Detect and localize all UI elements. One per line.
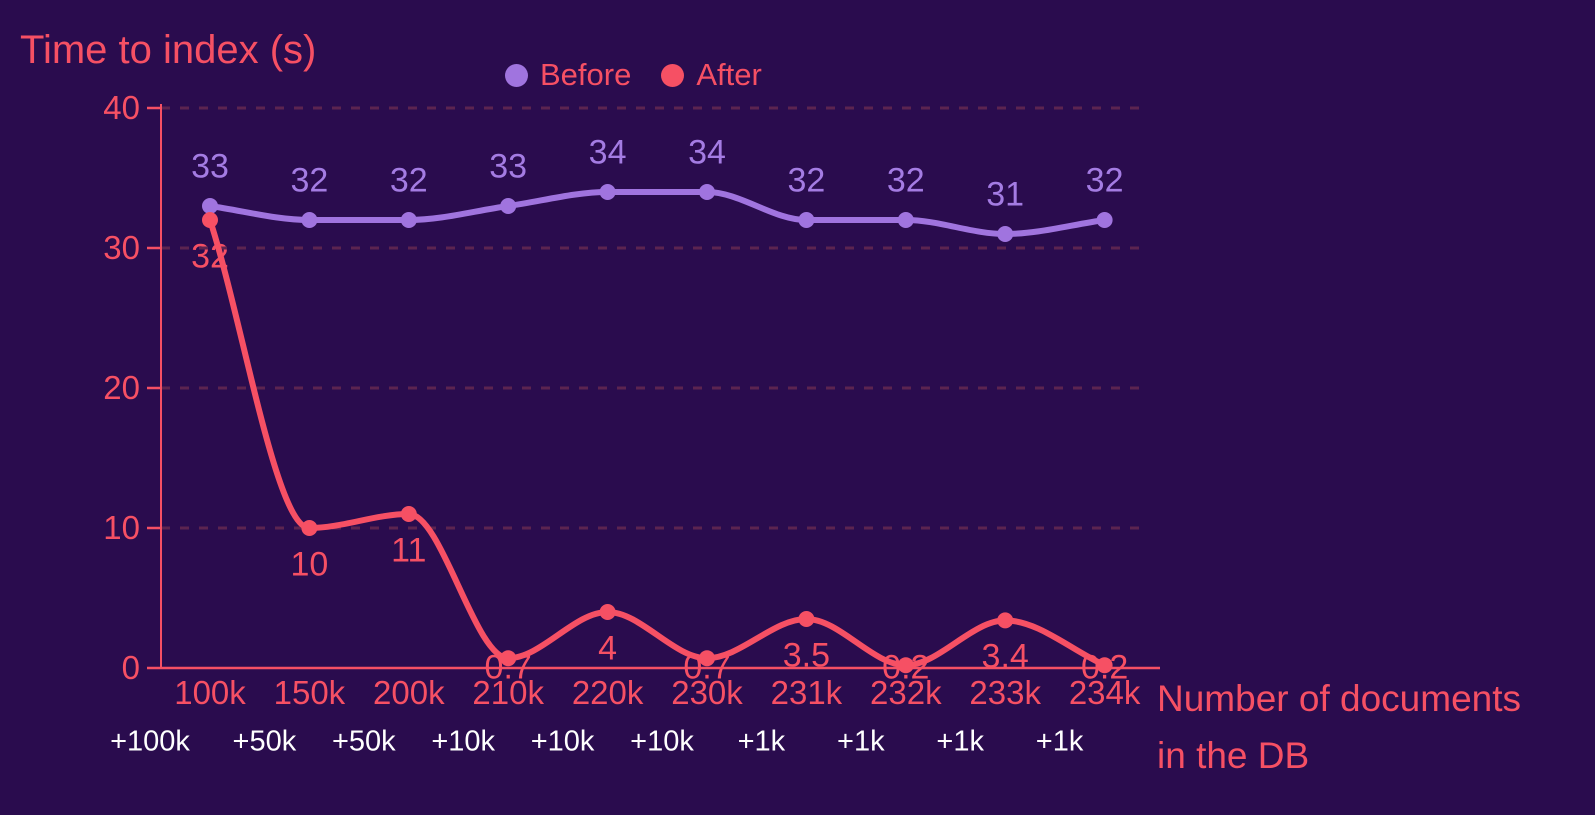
increment-label-4: +10k: [530, 725, 595, 758]
increment-label-8: +1k: [936, 725, 984, 758]
y-tick-label-10: 10: [103, 509, 140, 546]
legend-dot-after-icon: [661, 63, 685, 87]
value-label-before-100k: 33: [191, 147, 229, 186]
value-label-before-220k: 34: [588, 133, 627, 172]
x-tick-label-234k: 234k: [1068, 674, 1141, 711]
value-label-after-232k: 0.2: [882, 648, 930, 687]
value-label-after-220k: 4: [598, 629, 618, 668]
value-label-after-200k: 11: [391, 531, 427, 570]
value-label-after-233k: 3.4: [981, 637, 1029, 676]
value-label-before-150k: 32: [290, 161, 329, 200]
x-axis-title-line2: in the DB: [1157, 735, 1310, 776]
value-label-after-231k: 3.5: [782, 636, 831, 675]
value-label-before-210k: 33: [489, 147, 528, 186]
x-axis-title: Number of documents in the DB: [1157, 670, 1521, 784]
x-tick-label-230k: 230k: [671, 674, 743, 711]
x-tick-label-232k: 232k: [870, 674, 942, 711]
legend-label-after: After: [696, 57, 762, 92]
increment-label-0: +100k: [110, 725, 190, 758]
x-tick-label-210k: 210k: [472, 674, 544, 711]
y-tick-label-0: 0: [121, 649, 140, 686]
x-tick-label-150k: 150k: [273, 674, 346, 711]
value-label-after-234k: 0.2: [1080, 648, 1129, 687]
increment-label-7: +1k: [837, 725, 885, 758]
increment-label-3: +10k: [431, 725, 496, 758]
increment-label-5: +10k: [630, 725, 694, 758]
value-label-before-200k: 32: [389, 161, 428, 200]
x-axis-title-line1: Number of documents: [1157, 678, 1522, 719]
legend: Before After: [505, 57, 762, 93]
y-tick-label-40: 40: [103, 89, 140, 126]
value-label-before-234k: 32: [1085, 161, 1124, 200]
increment-label-6: +1k: [737, 725, 786, 758]
value-label-after-230k: 0.7: [683, 648, 731, 687]
legend-item-before: Before: [505, 57, 631, 93]
x-tick-label-233k: 233k: [969, 674, 1041, 711]
increment-label-1: +50k: [232, 725, 297, 758]
value-label-before-231k: 32: [787, 161, 826, 200]
y-tick-label-20: 20: [103, 369, 140, 406]
legend-label-before: Before: [540, 57, 632, 92]
x-tick-label-220k: 220k: [571, 674, 644, 711]
x-tick-label-200k: 200k: [373, 674, 445, 711]
legend-item-after: After: [661, 57, 762, 93]
increment-label-9: +1k: [1035, 725, 1084, 758]
value-label-before-233k: 31: [986, 175, 1025, 214]
value-label-after-150k: 10: [290, 545, 329, 584]
value-label-before-232k: 32: [886, 161, 925, 200]
value-label-after-100k: 32: [191, 237, 229, 276]
value-label-after-210k: 0.7: [484, 648, 532, 687]
legend-dot-before-icon: [505, 63, 528, 87]
increment-label-2: +50k: [331, 725, 396, 758]
x-tick-label-231k: 231k: [770, 674, 843, 711]
x-tick-label-100k: 100k: [174, 674, 246, 711]
value-label-before-230k: 34: [688, 133, 726, 172]
y-tick-label-30: 30: [103, 229, 140, 266]
chart-title: Time to index (s): [20, 28, 317, 72]
